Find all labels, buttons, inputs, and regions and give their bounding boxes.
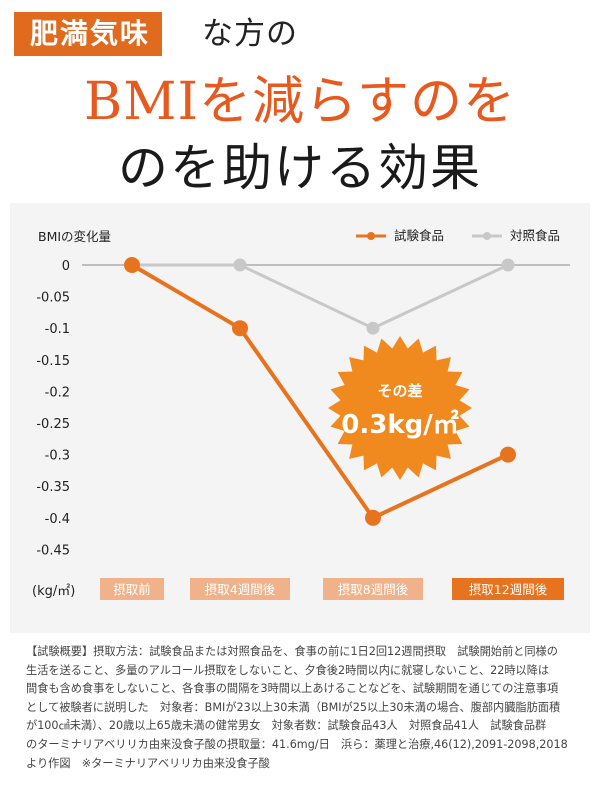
header-tag: 肥満気味 [14, 12, 163, 56]
category-label: 摂取4週間後 [205, 582, 276, 597]
callout-burst [328, 336, 472, 480]
note-line: 生活を送ること、多量のアルコール摂取をしないこと、夕食後2時間以内に就寝しないこ… [26, 663, 550, 677]
y-tick-label: -0.4 [45, 512, 70, 527]
y-tick-label: 0 [62, 259, 70, 274]
legend-label: 対照食品 [510, 228, 560, 243]
category-label: 摂取12週間後 [469, 582, 548, 597]
callout-value: 0.3kg/㎡ [341, 409, 458, 440]
note-line: より作図 ※ターミナリアベリリカ由来没食子酸 [26, 756, 270, 770]
y-tick-label: -0.2 [45, 385, 70, 400]
legend-marker [367, 232, 375, 240]
note-line: 間食も含め食事をしないこと、各食事の間隔を3時間以上あけることなどを、試験期間を… [26, 682, 559, 696]
bmi-change-chart: BMIの変化量 試験食品 対照食品 0 -0.05 -0.1 -0.15 -0.2 -0.25 -… [32, 228, 570, 600]
callout-label: その差 [377, 382, 422, 400]
category-box [190, 578, 290, 600]
series-line-test [130, 263, 509, 520]
y-axis-label: BMIの変化量 [38, 229, 111, 244]
y-tick-label: -0.1 [45, 322, 70, 337]
legend-label: 試験食品 [394, 228, 444, 243]
data-point-control [366, 321, 380, 335]
note-line: が100㎠未満）、20歳以上65歳未満の健常男女 対象者数：試験食品43人 対照… [26, 719, 547, 733]
note-line: のターミナリアベリリカ由来没食子酸の摂取量：41.6mg/日 浜ら：薬理と治療,… [26, 737, 568, 751]
headline-bmi: BMIを減らすのを [84, 72, 516, 132]
headline-effect: のを助ける効果 [118, 139, 482, 197]
category-box [452, 578, 564, 600]
y-tick-label: -0.35 [36, 480, 70, 495]
category-box [100, 578, 164, 600]
category-label: 摂取8週間後 [338, 582, 409, 597]
y-tick-label: -0.45 [36, 543, 70, 558]
data-point-control [501, 258, 515, 272]
data-point-test [124, 257, 140, 273]
note-line: として被験者に説明した 対象者：BMIが23以上30未満（BMIが25以上30未… [26, 700, 561, 714]
unit-label: (kg/㎡) [32, 584, 75, 599]
study-notes: 【試験概要】摂取方法：試験食品または対照食品を、食事の前に1日2回12週間摂取 … [26, 643, 586, 773]
data-point-control [233, 258, 247, 272]
data-point-test [232, 320, 248, 337]
series-line-control [132, 263, 509, 330]
chart-panel: BMIの変化量 試験食品 対照食品 0 -0.05 -0.1 -0.15 -0.2 -0.25 -… [10, 203, 590, 633]
category-box [323, 578, 423, 600]
data-point-test [500, 446, 516, 463]
legend-marker [483, 232, 491, 240]
category-label: 摂取前 [113, 582, 151, 597]
note-line: 【試験概要】摂取方法：試験食品または対照食品を、食事の前に1日2回12週間摂取 … [26, 645, 558, 658]
y-tick-label: -0.15 [36, 354, 70, 369]
data-point-test [365, 509, 381, 526]
y-tick-label: -0.05 [36, 291, 70, 306]
y-tick-label: -0.3 [45, 449, 70, 464]
header-subtitle: な方の [202, 16, 298, 52]
y-tick-label: -0.25 [36, 417, 70, 432]
